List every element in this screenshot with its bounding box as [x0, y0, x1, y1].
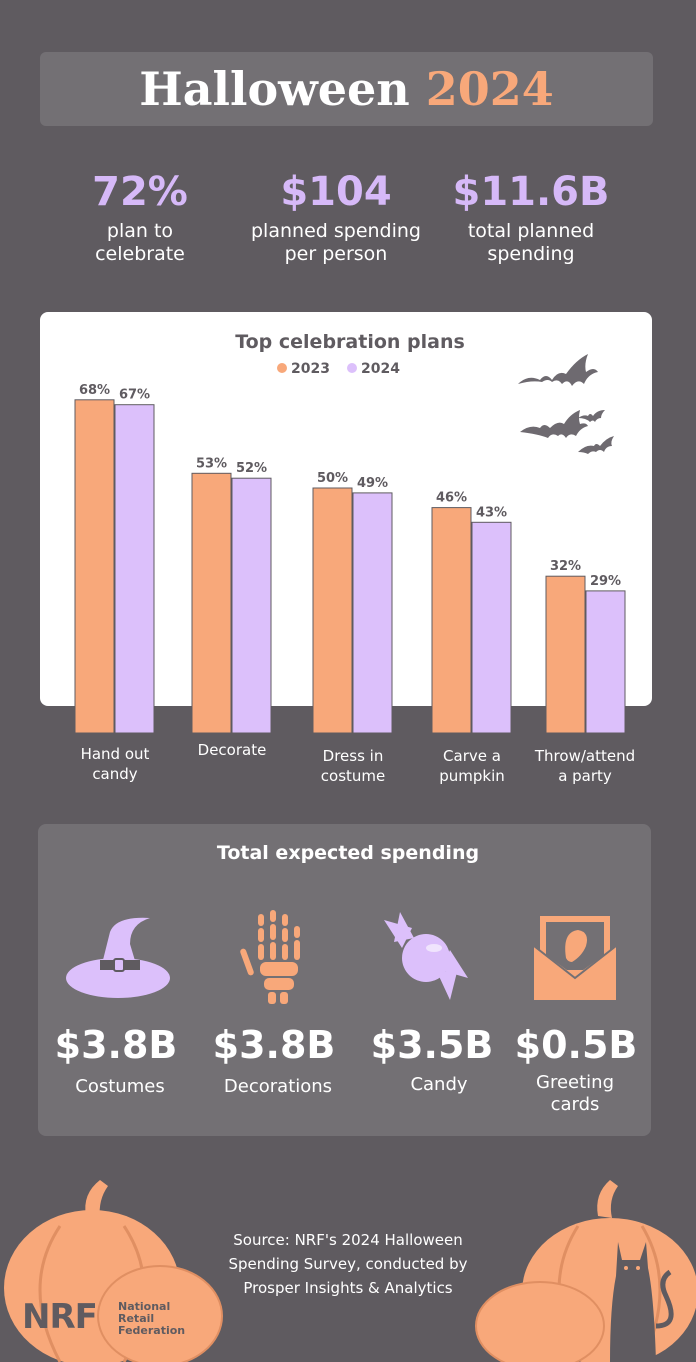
spending-title: Total expected spending — [216, 842, 480, 864]
spending-value: $3.8B — [54, 1023, 178, 1067]
spending-label-line: Decorations — [223, 1076, 333, 1097]
bar-2024-2 — [352, 492, 393, 734]
bar-2024-4 — [585, 590, 626, 734]
data-label-2024-1: 52% — [236, 461, 267, 476]
source-line: Source: NRF's 2024 Halloween — [233, 1231, 463, 1249]
spending-label: Costumes — [40, 1076, 200, 1098]
legend-label-2024: 2024 — [361, 361, 400, 377]
stat-label-line1: planned spending — [251, 220, 421, 242]
stat-value: $104 — [280, 169, 392, 215]
stat-label-line2: spending — [487, 243, 575, 265]
bar-2023-2 — [312, 487, 353, 734]
data-label-2023-0: 68% — [79, 383, 110, 398]
title-word: Halloween — [139, 62, 410, 116]
nrf-logo-letters: NRF — [22, 1297, 98, 1337]
category-label-line: Dress in — [322, 747, 384, 765]
data-label-2024-0: 67% — [119, 388, 150, 403]
spending-label: Greeting cards — [495, 1072, 655, 1116]
category-label-line: Hand out — [80, 745, 150, 763]
nrf-name-line: Federation — [118, 1324, 186, 1337]
bar-2024-1 — [231, 477, 272, 734]
spending-value: $0.5B — [514, 1023, 638, 1067]
bar-chart: Top celebration plans 2023 2024 68% 53% 50… — [74, 331, 626, 734]
bar-2023-0 — [74, 399, 115, 734]
witch-hat-icon — [66, 917, 170, 998]
bar-2023-3 — [431, 507, 472, 734]
spending-label: Candy — [359, 1074, 519, 1096]
category-label-line: pumpkin — [439, 767, 505, 785]
spending-value: $3.8B — [212, 1023, 336, 1067]
data-label-2024-2: 49% — [357, 476, 388, 491]
category-label: Decorate — [173, 740, 291, 760]
data-label-2024-3: 43% — [476, 505, 507, 520]
data-label-2023-3: 46% — [436, 491, 467, 506]
data-label-2023-4: 32% — [550, 559, 581, 574]
category-label: Hand out candy — [56, 744, 174, 784]
data-label-2024-4: 29% — [590, 574, 621, 589]
bar-2023-4 — [545, 575, 586, 734]
stat-label-line2: per person — [284, 243, 388, 265]
legend-swatch-2024 — [347, 363, 357, 373]
chart-title: Top celebration plans — [235, 331, 465, 353]
nrf-name-line: National — [118, 1300, 171, 1313]
nrf-logo: NRF — [22, 1297, 98, 1337]
spending-label: Decorations — [198, 1076, 358, 1098]
stat-celebrate: 72% plan to celebrate — [40, 168, 240, 266]
stat-label-line1: total planned — [467, 220, 595, 242]
stat-per-person: $104 planned spending per person — [236, 168, 436, 266]
legend-label-2023: 2023 — [291, 361, 330, 377]
category-label-line: Carve a — [443, 747, 501, 765]
stat-label-line1: plan to — [106, 220, 174, 242]
category-label-line: candy — [92, 765, 138, 783]
greeting-card-icon — [533, 916, 617, 1000]
stat-total: $11.6B total planned spending — [431, 168, 631, 266]
pumpkin-right-icon — [475, 1180, 696, 1362]
nrf-name-line: Retail — [118, 1312, 155, 1325]
category-label-line: Throw/attend — [534, 747, 636, 765]
bar-2024-0 — [114, 404, 155, 734]
source-note: Source: NRF's 2024 Halloween Spending Su… — [200, 1228, 496, 1300]
category-label: Dress in costume — [294, 746, 412, 786]
spending-label-line: Candy — [410, 1074, 468, 1095]
cat-icon — [610, 1242, 674, 1362]
spending-value: $3.5B — [370, 1023, 494, 1067]
stat-value: 72% — [92, 169, 188, 215]
title-banner: Halloween 2024 — [40, 52, 653, 126]
page-title: Halloween 2024 — [40, 52, 653, 126]
data-label-2023-2: 50% — [317, 471, 348, 486]
source-line: Spending Survey, conducted by — [228, 1255, 468, 1273]
category-label: Carve a pumpkin — [413, 746, 531, 786]
spending-label-line: Costumes — [75, 1076, 165, 1097]
title-year: 2024 — [425, 62, 554, 116]
data-label-2023-1: 53% — [196, 456, 227, 471]
category-label-line: a party — [558, 767, 612, 785]
stat-label-line2: celebrate — [95, 243, 185, 265]
category-label-line: costume — [320, 767, 386, 785]
pumpkin-left-icon — [4, 1180, 223, 1362]
stat-value: $11.6B — [452, 169, 610, 215]
category-label: Throw/attend a party — [526, 746, 644, 786]
candy-icon — [384, 912, 468, 1000]
legend-swatch-2023 — [277, 363, 287, 373]
bar-2024-3 — [471, 521, 512, 734]
spending-label-line: cards — [550, 1094, 600, 1115]
bats-icon — [518, 354, 614, 454]
category-label-line: Decorate — [197, 741, 267, 759]
source-line: Prosper Insights & Analytics — [243, 1279, 453, 1297]
nrf-logo-name: National Retail Federation — [118, 1301, 185, 1337]
spending-label-line: Greeting — [536, 1072, 614, 1093]
skeleton-hand-icon — [240, 910, 300, 1004]
bar-2023-1 — [191, 472, 232, 734]
bars-layer: 68% 53% 50% 46% 32% 67% 52% 49% 43% 29% — [74, 383, 626, 734]
